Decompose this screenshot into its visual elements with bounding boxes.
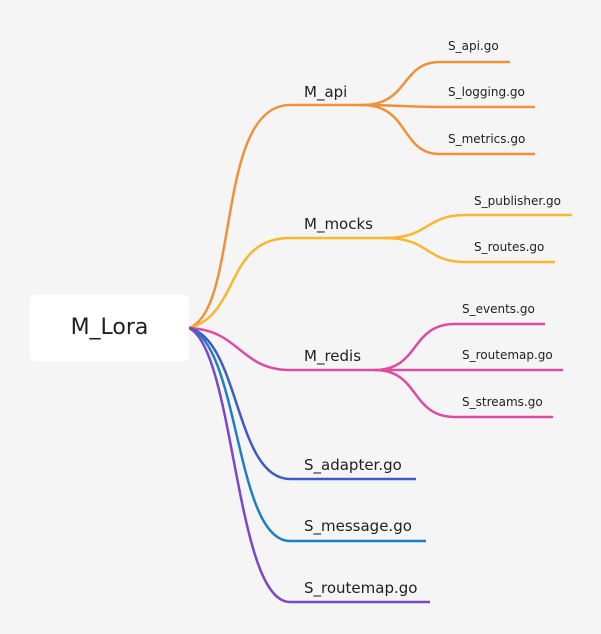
node-s-api[interactable]: S_api.go — [448, 39, 499, 53]
node-m-api[interactable]: M_api — [304, 83, 348, 101]
connector-root-m-redis — [188, 326, 392, 372]
node-s-routemap[interactable]: S_routemap.go — [304, 579, 418, 597]
node-s-message[interactable]: S_message.go — [304, 517, 412, 535]
node-s-routes[interactable]: S_routes.go — [474, 240, 545, 254]
node-s-routemap-redis[interactable]: S_routemap.go — [462, 348, 553, 362]
connector-root-s-adapter — [188, 326, 416, 481]
node-s-events[interactable]: S_events.go — [462, 302, 535, 316]
connector-m-api-s-metrics — [361, 103, 535, 156]
connector-m-mocks-s-publisher — [384, 213, 572, 240]
node-s-adapter[interactable]: S_adapter.go — [304, 456, 402, 474]
connector-m-api-s-api — [361, 60, 510, 107]
node-s-metrics[interactable]: S_metrics.go — [448, 132, 526, 146]
connector-m-redis-s-events — [374, 322, 545, 372]
connector-root-m-api — [188, 103, 378, 330]
node-m-redis[interactable]: M_redis — [304, 347, 362, 365]
connector-root-m-mocks — [188, 236, 400, 330]
node-s-publisher[interactable]: S_publisher.go — [474, 194, 561, 208]
connector-m-api-s-logging — [361, 103, 535, 109]
node-s-streams[interactable]: S_streams.go — [462, 395, 543, 409]
connector-m-mocks-s-routes — [384, 236, 555, 264]
root-node[interactable]: M_Lora — [30, 295, 189, 361]
node-s-logging[interactable]: S_logging.go — [448, 85, 525, 99]
connector-root-s-routemap — [188, 326, 430, 604]
node-m-mocks[interactable]: M_mocks — [304, 215, 373, 233]
root-node-label: M_Lora — [70, 315, 149, 340]
connector-m-redis-s-streams — [374, 368, 553, 419]
connector-root-s-message — [188, 326, 426, 543]
